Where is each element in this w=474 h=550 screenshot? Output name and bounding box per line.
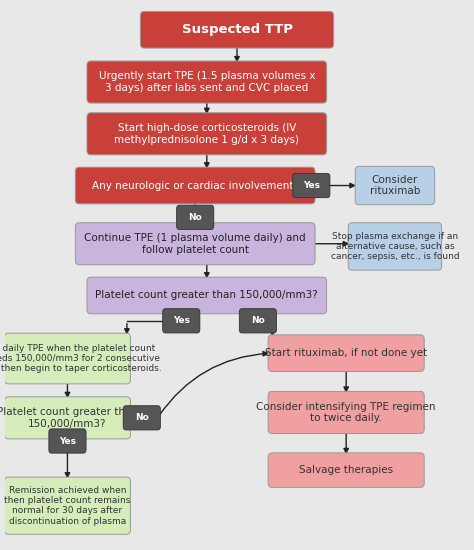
FancyBboxPatch shape: [87, 61, 327, 103]
FancyBboxPatch shape: [348, 223, 442, 270]
FancyBboxPatch shape: [239, 309, 276, 333]
Text: Start rituximab, if not done yet: Start rituximab, if not done yet: [265, 348, 427, 358]
FancyBboxPatch shape: [355, 167, 435, 205]
FancyBboxPatch shape: [268, 453, 424, 487]
FancyBboxPatch shape: [5, 397, 130, 439]
Text: Continue TPE (1 plasma volume daily) and
follow platelet count: Continue TPE (1 plasma volume daily) and…: [84, 233, 306, 255]
FancyBboxPatch shape: [123, 406, 160, 430]
Text: Any neurologic or cardiac involvement?: Any neurologic or cardiac involvement?: [91, 180, 299, 190]
Text: Stop plasma exchange if an
alternative cause, such as
cancer, sepsis, etc., is f: Stop plasma exchange if an alternative c…: [331, 232, 459, 261]
FancyBboxPatch shape: [49, 429, 86, 453]
FancyBboxPatch shape: [5, 333, 130, 384]
Text: Yes: Yes: [173, 316, 190, 325]
FancyBboxPatch shape: [293, 173, 330, 197]
Text: Stop daily TPE when the platelet count
exceeds 150,000/mm3 for 2 consecutive
day: Stop daily TPE when the platelet count e…: [0, 344, 161, 373]
FancyBboxPatch shape: [268, 392, 424, 433]
Text: Urgently start TPE (1.5 plasma volumes x
3 days) after labs sent and CVC placed: Urgently start TPE (1.5 plasma volumes x…: [99, 72, 315, 93]
Text: Yes: Yes: [303, 181, 320, 190]
FancyBboxPatch shape: [75, 167, 315, 204]
Text: Platelet count greater than 150,000/mm3?: Platelet count greater than 150,000/mm3?: [95, 290, 318, 300]
Text: Consider
rituximab: Consider rituximab: [370, 175, 420, 196]
Text: No: No: [251, 316, 265, 325]
FancyBboxPatch shape: [163, 309, 200, 333]
FancyBboxPatch shape: [268, 335, 424, 371]
Text: Platelet count greater than
150,000/mm3?: Platelet count greater than 150,000/mm3?: [0, 407, 138, 428]
FancyBboxPatch shape: [75, 223, 315, 265]
FancyBboxPatch shape: [140, 12, 334, 48]
FancyBboxPatch shape: [87, 277, 327, 314]
FancyBboxPatch shape: [87, 113, 327, 155]
Text: Suspected TTP: Suspected TTP: [182, 23, 292, 36]
Text: No: No: [135, 414, 149, 422]
FancyBboxPatch shape: [5, 477, 130, 534]
Text: No: No: [188, 213, 202, 222]
Text: Salvage therapies: Salvage therapies: [299, 465, 393, 475]
Text: Yes: Yes: [59, 437, 76, 446]
Text: Remission achieved when
then platelet count remains
normal for 30 days after
dis: Remission achieved when then platelet co…: [4, 486, 131, 526]
Text: Start high-dose corticosteroids (IV
methylprednisolone 1 g/d x 3 days): Start high-dose corticosteroids (IV meth…: [114, 123, 299, 145]
FancyBboxPatch shape: [177, 205, 214, 229]
Text: Consider intensifying TPE regimen
to twice daily.: Consider intensifying TPE regimen to twi…: [256, 402, 436, 424]
